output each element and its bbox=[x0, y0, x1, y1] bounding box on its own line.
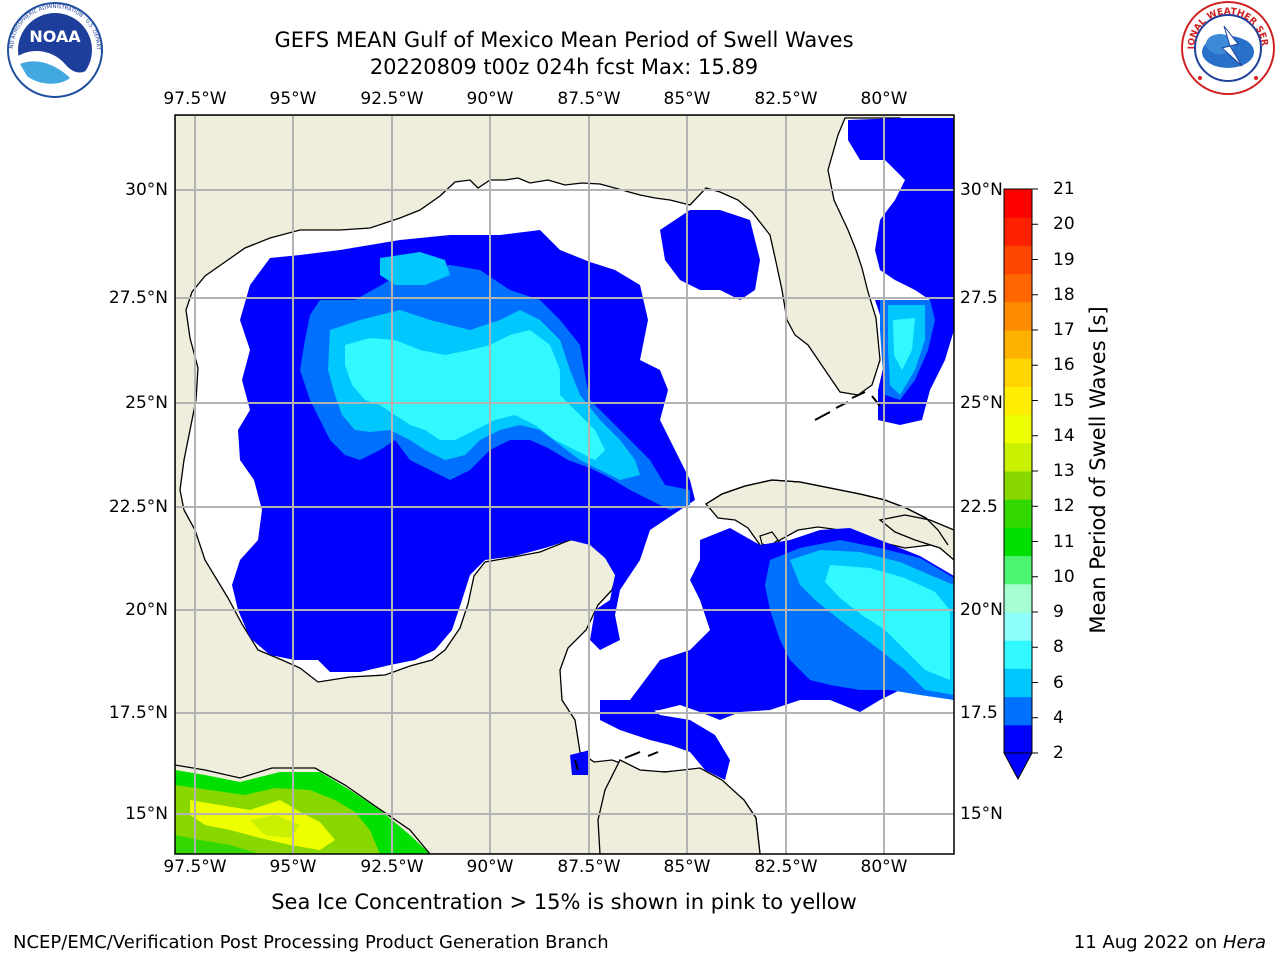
colorbar-tick-label: 10 bbox=[1053, 566, 1075, 587]
colorbar-segment bbox=[1004, 527, 1032, 557]
colorbar-segment bbox=[1004, 583, 1032, 613]
lon-label-top: 97.5°W bbox=[163, 89, 227, 109]
islands-caribbean bbox=[574, 751, 659, 771]
colorbar-tick-label: 13 bbox=[1053, 461, 1075, 481]
colorbar-tick-label: 16 bbox=[1053, 355, 1075, 376]
colorbar-segment bbox=[1004, 245, 1032, 275]
lon-label-bottom: 92.5°W bbox=[360, 857, 424, 877]
colorbar-segment bbox=[1004, 414, 1032, 444]
lat-label-left: 30°N bbox=[125, 180, 168, 200]
lat-label-right: 30°N bbox=[960, 180, 1003, 200]
lon-label-bottom: 87.5°W bbox=[557, 857, 621, 877]
colorbar-tick-label: 18 bbox=[1053, 284, 1075, 305]
colorbar-segment bbox=[1004, 273, 1032, 303]
lon-label-top: 90°W bbox=[466, 89, 514, 109]
lon-label-top: 95°W bbox=[269, 89, 317, 109]
lon-label-top: 80°W bbox=[860, 89, 908, 109]
lat-label-left: 17.5°N bbox=[108, 703, 168, 723]
colorbar-segment bbox=[1004, 555, 1032, 585]
colorbar-tick-label: 12 bbox=[1053, 496, 1075, 517]
colorbar-segment bbox=[1004, 499, 1032, 528]
colorbar-tick-label: 20 bbox=[1053, 214, 1075, 235]
lat-label-right: 27.5 bbox=[960, 288, 998, 308]
coastline-cuba bbox=[705, 479, 949, 546]
lon-label-top: 85°W bbox=[663, 89, 711, 109]
colorbar-segment bbox=[1004, 612, 1032, 641]
swell-field-6-8s bbox=[345, 318, 950, 680]
colorbar-tick-label: 14 bbox=[1053, 425, 1075, 446]
colorbar-tick-label: 11 bbox=[1053, 531, 1075, 552]
lon-label-bottom: 95°W bbox=[269, 857, 317, 877]
lon-label-bottom: 82.5°W bbox=[754, 857, 818, 877]
colorbar-tick-label: 15 bbox=[1053, 390, 1075, 411]
colorbar bbox=[1003, 188, 1038, 781]
lat-label-right: 25°N bbox=[960, 393, 1003, 413]
colorbar-segment bbox=[1004, 217, 1032, 246]
chart-title: GEFS MEAN Gulf of Mexico Mean Period of … bbox=[274, 28, 854, 52]
lat-label-left: 27.5°N bbox=[108, 288, 168, 308]
colorbar-segment bbox=[1004, 442, 1032, 472]
nws-logo bbox=[1181, 1, 1275, 95]
colorbar-segment bbox=[1004, 386, 1032, 416]
lat-label-right: 15°N bbox=[960, 804, 1003, 824]
colorbar-tick-label: 8 bbox=[1053, 637, 1064, 658]
nws-ring-text: NATIONAL WEATHER SERVICE bbox=[0, 0, 1269, 49]
lat-label-right: 22.5 bbox=[960, 497, 998, 517]
lat-label-left: 22.5°N bbox=[108, 497, 168, 517]
lat-label-left: 15°N bbox=[125, 804, 168, 824]
colorbar-title: Mean Period of Swell Waves [s] bbox=[1086, 306, 1110, 634]
colorbar-segment bbox=[1004, 189, 1032, 218]
colorbar-tick-label: 4 bbox=[1053, 707, 1064, 728]
lon-label-bottom: 90°W bbox=[466, 857, 514, 877]
colorbar-segment bbox=[1004, 668, 1032, 698]
colorbar-segment bbox=[1004, 358, 1032, 387]
lon-label-top: 87.5°W bbox=[557, 89, 621, 109]
lon-label-top: 92.5°W bbox=[360, 89, 424, 109]
colorbar-segment bbox=[1004, 696, 1032, 726]
colorbar-tick-label: 17 bbox=[1053, 320, 1075, 340]
lat-label-left: 25°N bbox=[125, 393, 168, 413]
footer-date: 11 Aug 2022 on Hera bbox=[1074, 932, 1266, 953]
colorbar-segment bbox=[1004, 330, 1032, 359]
colorbar-segment bbox=[1004, 471, 1032, 500]
noaa-logo: NOAA bbox=[7, 2, 103, 98]
lat-label-right: 20°N bbox=[960, 600, 1003, 620]
lon-label-bottom: 97.5°W bbox=[163, 857, 227, 877]
colorbar-tick-label: 19 bbox=[1053, 249, 1075, 270]
lon-label-bottom: 80°W bbox=[860, 857, 908, 877]
colorbar-segment bbox=[1004, 724, 1032, 754]
noaa-logo-text: NOAA bbox=[29, 27, 81, 46]
footer-date-text: 11 Aug 2022 on bbox=[1073, 932, 1223, 953]
colorbar-tick-label: 6 bbox=[1053, 672, 1064, 693]
colorbar-tick-label: 2 bbox=[1053, 743, 1064, 763]
sea-ice-caption: Sea Ice Concentration > 15% is shown in … bbox=[271, 890, 857, 914]
lon-label-top: 82.5°W bbox=[754, 89, 818, 109]
coastline-pacific bbox=[175, 764, 431, 854]
pacific-swell-field bbox=[175, 770, 430, 854]
colorbar-segment bbox=[1004, 301, 1032, 331]
noaa-ring-text: NATIONAL OCEANIC AND ATMOSPHERIC ADMINIS… bbox=[0, 0, 101, 51]
footer-producer: NCEP/EMC/Verification Post Processing Pr… bbox=[13, 932, 609, 953]
lat-label-left: 20°N bbox=[125, 600, 168, 620]
footer-host: Hera bbox=[1222, 932, 1266, 953]
colorbar-segment bbox=[1004, 640, 1032, 669]
land-cuba-east bbox=[878, 514, 954, 561]
svg-text:NATIONAL WEATHER SERVICE: NATIONAL WEATHER SERVICE bbox=[0, 0, 1269, 49]
colorbar-tick-label: 9 bbox=[1053, 602, 1064, 622]
map-frame bbox=[174, 114, 955, 855]
islands-keys bbox=[814, 391, 881, 421]
lat-label-right: 17.5 bbox=[960, 703, 998, 723]
svg-text:NATIONAL OCEANIC AND ATMOSPHER: NATIONAL OCEANIC AND ATMOSPHERIC ADMINIS… bbox=[0, 0, 101, 51]
lon-label-bottom: 85°W bbox=[663, 857, 711, 877]
chart-subtitle: 20220809 t00z 024h fcst Max: 15.89 bbox=[369, 55, 759, 79]
graticule bbox=[175, 115, 954, 854]
colorbar-tick-label: 21 bbox=[1053, 179, 1075, 199]
